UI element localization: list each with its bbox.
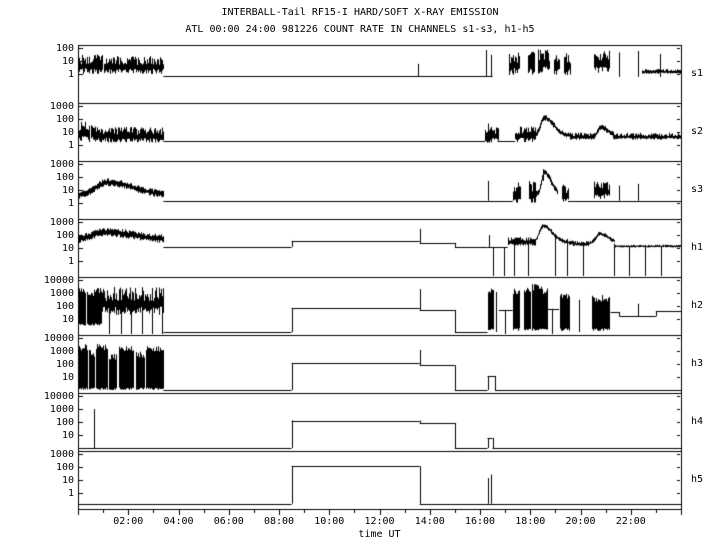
x-tick-label-22:00: 22:00 [615,516,646,527]
y-tick-label-h3-10000: 10000 [43,332,74,344]
y-tick-label-h1-1000: 1000 [49,216,74,228]
x-tick-label-04:00: 04:00 [163,516,194,527]
panel-label-h1: h1 [691,242,704,253]
y-tick-label-h2-10: 10 [61,313,74,325]
x-tick-label-16:00: 16:00 [464,516,496,527]
y-tick-label-s1-100: 100 [55,42,74,54]
x-axis-label: time UT [358,529,401,540]
x-tick-label-06:00: 06:00 [213,516,244,527]
y-tick-label-h4-10000: 10000 [43,390,74,402]
y-tick-label-h5-100: 100 [55,461,74,473]
panel-label-h4: h4 [691,416,704,427]
y-tick-label-h2-100: 100 [55,300,74,312]
y-tick-label-h3-100: 100 [55,358,74,370]
x-tick-label-14:00: 14:00 [414,516,445,527]
x-tick-label-18:00: 18:00 [515,516,546,527]
panel-label-h5: h5 [691,474,704,485]
x-tick-label-20:00: 20:00 [565,516,596,527]
y-tick-label-h1-100: 100 [55,229,74,241]
y-tick-label-h5-1000: 1000 [49,448,74,460]
panel-label-h2: h2 [691,300,704,311]
y-tick-label-s2-1000: 1000 [49,100,74,112]
y-tick-label-h5-10: 10 [61,474,74,486]
x-tick-label-02:00: 02:00 [113,516,144,527]
y-tick-label-s3-10: 10 [61,184,74,196]
y-tick-label-s2-100: 100 [55,113,74,125]
x-tick-label-12:00: 12:00 [364,516,395,527]
y-tick-label-h4-10: 10 [61,429,74,441]
x-tick-label-08:00: 08:00 [263,516,295,527]
y-tick-label-s3-100: 100 [55,171,74,183]
y-tick-label-s1-1: 1 [67,68,74,80]
y-tick-label-h2-10000: 10000 [43,274,74,286]
y-tick-label-h3-10: 10 [61,371,74,383]
panel-label-s3: s3 [691,184,704,195]
y-tick-label-s2-1: 1 [67,139,74,151]
y-tick-label-h3-1000: 1000 [49,345,74,357]
chart-title: INTERBALL-Tail RF15-I HARD/SOFT X-RAY EM… [221,7,499,18]
panel-label-s2: s2 [691,126,704,137]
y-tick-label-s2-10: 10 [61,126,74,138]
y-tick-label-h4-1000: 1000 [49,403,74,415]
y-tick-label-h2-1000: 1000 [49,287,74,299]
y-tick-label-h5-1: 1 [67,487,74,499]
x-tick-label-10:00: 10:00 [314,516,345,527]
y-tick-label-s1-10: 10 [61,55,74,67]
y-tick-label-h4-100: 100 [55,416,74,428]
chart-subtitle: ATL 00:00 24:00 981226 COUNT RATE IN CHA… [185,24,535,35]
y-tick-label-h1-10: 10 [61,242,74,254]
y-tick-label-s3-1000: 1000 [49,158,74,170]
y-tick-label-h1-1: 1 [67,255,74,267]
panel-label-h3: h3 [691,358,704,369]
panel-label-s1: s1 [691,68,704,79]
y-tick-label-s3-1: 1 [67,197,74,209]
